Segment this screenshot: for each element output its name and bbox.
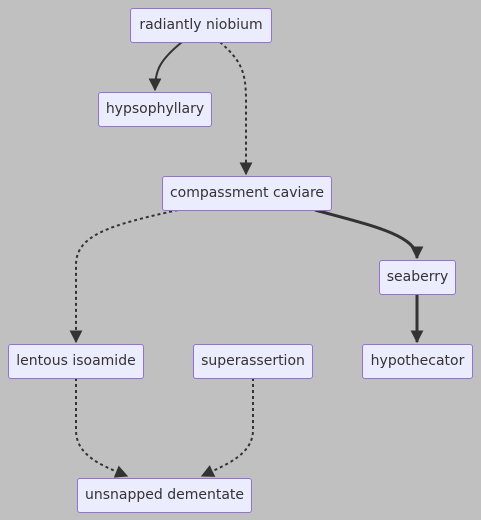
edge-compassment-caviare-to-seaberry (314, 208, 424, 260)
node-hypothecator: hypothecator (362, 344, 473, 379)
node-hypsophyllary: hypsophyllary (98, 92, 212, 127)
edge-radiantly-niobium-to-hypsophyllary (148, 41, 183, 92)
node-seaberry: seaberry (379, 260, 456, 295)
node-unsnapped-dementate: unsnapped dementate (77, 478, 252, 513)
edge-superassertion-to-unsnapped-dementate (200, 378, 254, 477)
node-compassment-caviare: compassment caviare (162, 176, 332, 211)
node-superassertion: superassertion (193, 344, 313, 379)
edge-compassment-caviare-to-lentous-isoamide (69, 209, 179, 344)
edge-radiantly-niobium-to-compassment-caviare (219, 41, 253, 176)
edge-lentous-isoamide-to-unsnapped-dementate (75, 378, 129, 478)
node-lentous-isoamide: lentous isoamide (8, 344, 144, 379)
node-radiantly-niobium: radiantly niobium (130, 8, 272, 43)
